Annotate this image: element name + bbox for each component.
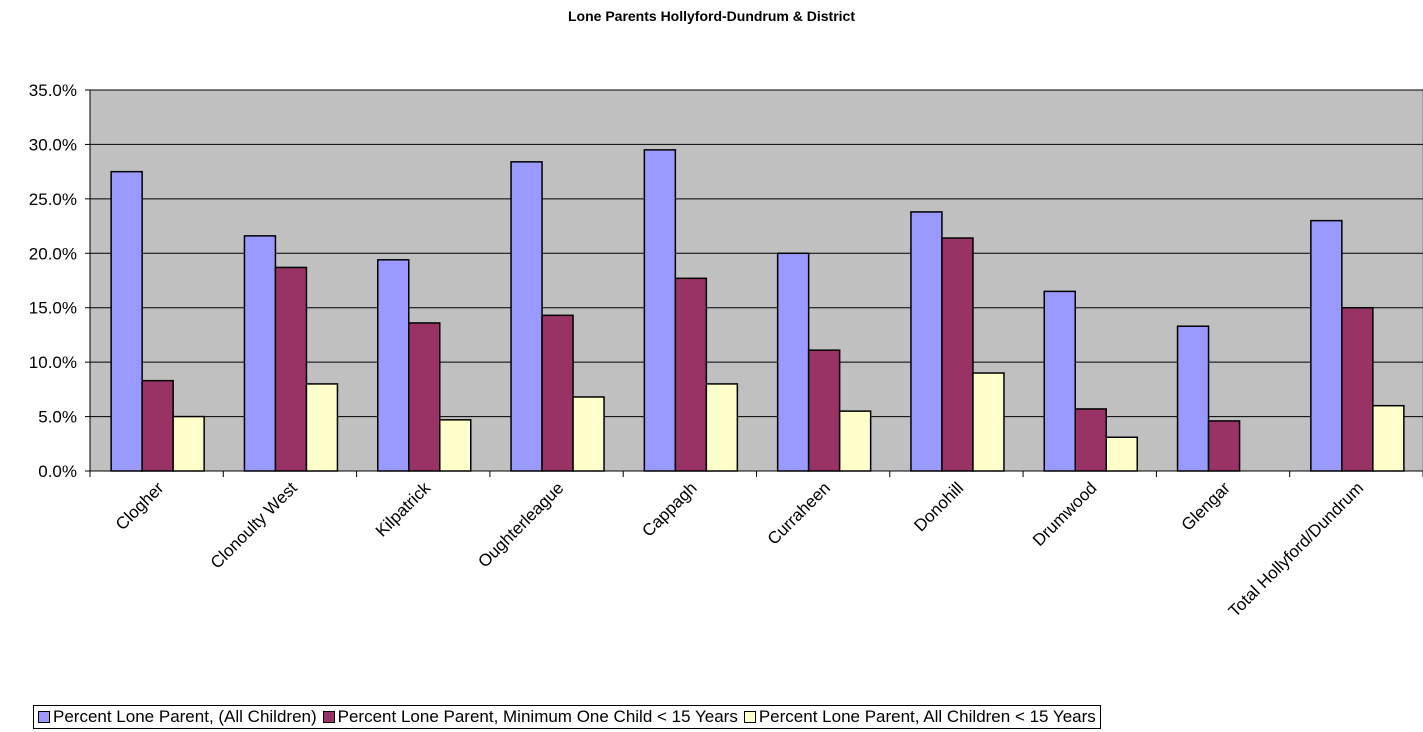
bar — [1310, 219, 1343, 472]
legend-swatch — [38, 711, 50, 723]
bar — [807, 349, 841, 472]
bar — [408, 322, 441, 472]
x-tick-label: Clogher — [112, 478, 168, 534]
bar — [1176, 325, 1210, 472]
y-tick-label: 25.0% — [29, 190, 77, 209]
legend-label: Percent Lone Parent, (All Children) — [53, 707, 317, 726]
y-tick-label: 30.0% — [29, 135, 77, 154]
bar — [541, 314, 574, 472]
x-tick-label: Clonoulty West — [207, 478, 301, 572]
x-tick-label: Glengar — [1178, 478, 1234, 534]
y-tick-label: 0.0% — [38, 462, 77, 481]
bar — [1074, 408, 1107, 472]
y-tick-label: 20.0% — [29, 244, 77, 263]
legend-item: Percent Lone Parent, Minimum One Child <… — [322, 707, 738, 727]
legend: Percent Lone Parent, (All Children) Perce… — [33, 705, 1101, 729]
x-tick-label: Kilpatrick — [372, 478, 435, 541]
bar — [377, 259, 410, 472]
bar — [243, 235, 277, 472]
bar — [510, 161, 543, 472]
bar — [674, 277, 708, 472]
legend-swatch — [322, 711, 335, 723]
chart-title: Lone Parents Hollyford-Dundrum & Distric… — [567, 8, 856, 24]
x-tick-label: Cappagh — [638, 478, 700, 540]
bar — [172, 415, 205, 472]
legend-item: Percent Lone Parent, All Children < 15 Y… — [743, 707, 1096, 727]
y-tick-labels: 0.0% 5.0% 10.0% 15.0% 20.0% 25.0% 30.0% 35.0% — [29, 81, 77, 481]
bar — [1341, 306, 1374, 472]
x-tick-label: Donohill — [910, 478, 967, 535]
y-tick-label: 5.0% — [38, 408, 77, 427]
x-tick-label: Drumwood — [1029, 478, 1101, 550]
bar — [910, 211, 943, 472]
bar — [941, 237, 974, 472]
legend-label: Percent Lone Parent, Minimum One Child <… — [337, 707, 738, 726]
bar — [972, 372, 1005, 472]
bar — [439, 419, 472, 472]
bar — [110, 170, 143, 472]
x-tick-labels: Clogher Clonoulty West Kilpatrick Oughterle… — [112, 478, 1367, 621]
x-tick-label: Total Hollyford/Dundrum — [1225, 478, 1367, 620]
bar — [1372, 404, 1405, 472]
legend-swatch — [743, 711, 756, 723]
y-tick-label: 10.0% — [29, 353, 77, 372]
bar — [838, 410, 872, 472]
y-tick-label: 35.0% — [29, 81, 77, 100]
bar — [1207, 420, 1241, 472]
bars — [110, 149, 1405, 472]
bar — [705, 383, 739, 472]
bar — [572, 396, 605, 472]
bar — [141, 379, 174, 472]
x-tick-label: Curraheen — [764, 478, 834, 548]
bar — [643, 149, 677, 472]
y-tick-label: 15.0% — [29, 299, 77, 318]
x-tick-label: Oughterleague — [474, 478, 567, 571]
bar — [305, 383, 339, 472]
legend-item: Percent Lone Parent, (All Children) — [38, 707, 317, 727]
bar — [776, 252, 810, 472]
axes — [85, 89, 1423, 477]
bar — [274, 266, 308, 472]
bar — [1043, 290, 1076, 472]
bar — [1105, 436, 1138, 472]
legend-label: Percent Lone Parent, All Children < 15 Y… — [758, 707, 1096, 726]
